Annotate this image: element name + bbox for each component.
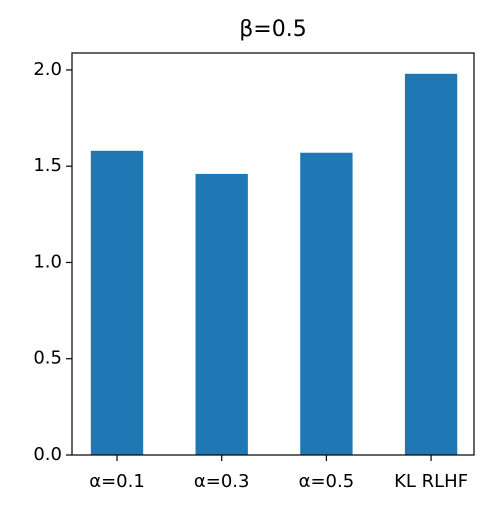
axes-frame: [71, 52, 475, 456]
y-tick-label: 1.5: [33, 155, 62, 176]
y-tick-label: 1.0: [33, 251, 62, 272]
chart-title: β=0.5: [239, 17, 306, 42]
x-tick-label: KL RLHF: [394, 471, 468, 492]
y-tick-label: 2.0: [33, 59, 62, 80]
bar: [300, 152, 353, 455]
y-tick-label: 0.0: [33, 444, 62, 465]
bar: [404, 73, 458, 456]
x-tick-label: α=0.5: [299, 471, 355, 492]
bar: [195, 173, 248, 455]
bar: [90, 150, 144, 455]
y-tick-label: 0.5: [33, 348, 62, 369]
x-tick-label: α=0.1: [89, 471, 145, 492]
x-tick-label: α=0.3: [194, 471, 250, 492]
